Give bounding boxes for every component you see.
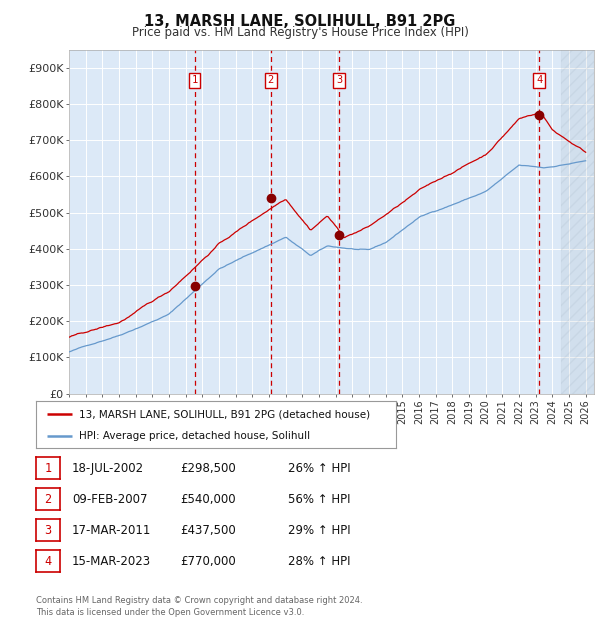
Text: 28% ↑ HPI: 28% ↑ HPI	[288, 555, 350, 567]
Text: 17-MAR-2011: 17-MAR-2011	[72, 524, 151, 536]
Text: 56% ↑ HPI: 56% ↑ HPI	[288, 493, 350, 505]
Text: 13, MARSH LANE, SOLIHULL, B91 2PG (detached house): 13, MARSH LANE, SOLIHULL, B91 2PG (detac…	[79, 409, 370, 419]
Text: 3: 3	[336, 76, 342, 86]
Text: HPI: Average price, detached house, Solihull: HPI: Average price, detached house, Soli…	[79, 431, 310, 441]
Text: 2: 2	[268, 76, 274, 86]
Text: 09-FEB-2007: 09-FEB-2007	[72, 493, 148, 505]
Text: Price paid vs. HM Land Registry's House Price Index (HPI): Price paid vs. HM Land Registry's House …	[131, 26, 469, 39]
Text: £437,500: £437,500	[180, 524, 236, 536]
Text: 3: 3	[44, 524, 52, 536]
Text: 4: 4	[44, 555, 52, 567]
Text: 4: 4	[536, 76, 542, 86]
Text: 18-JUL-2002: 18-JUL-2002	[72, 462, 144, 474]
Text: 1: 1	[44, 462, 52, 474]
Text: £540,000: £540,000	[180, 493, 236, 505]
Text: 2: 2	[44, 493, 52, 505]
Text: Contains HM Land Registry data © Crown copyright and database right 2024.
This d: Contains HM Land Registry data © Crown c…	[36, 596, 362, 617]
Text: £298,500: £298,500	[180, 462, 236, 474]
Text: 13, MARSH LANE, SOLIHULL, B91 2PG: 13, MARSH LANE, SOLIHULL, B91 2PG	[145, 14, 455, 29]
Text: 15-MAR-2023: 15-MAR-2023	[72, 555, 151, 567]
Text: 1: 1	[191, 76, 198, 86]
Bar	[560, 50, 594, 394]
Text: 29% ↑ HPI: 29% ↑ HPI	[288, 524, 350, 536]
Text: £770,000: £770,000	[180, 555, 236, 567]
Text: 26% ↑ HPI: 26% ↑ HPI	[288, 462, 350, 474]
